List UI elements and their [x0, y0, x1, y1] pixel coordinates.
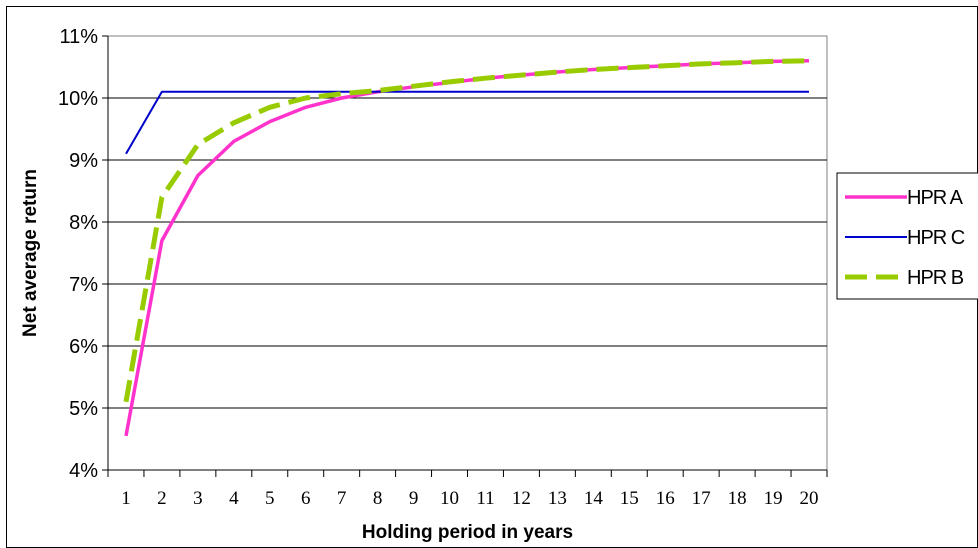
x-tick-label: 2	[157, 488, 167, 509]
x-tick-label: 3	[193, 488, 203, 509]
y-axis-title: Net average return	[20, 169, 41, 337]
x-tick-label: 20	[800, 488, 819, 509]
x-tick-label: 14	[584, 488, 604, 509]
series-lines	[123, 58, 810, 437]
series-line-hpr-c	[125, 90, 809, 155]
gridlines	[108, 97, 827, 409]
y-tick-label: 11%	[59, 26, 98, 48]
y-tick-label: 8%	[69, 212, 98, 234]
x-tick-label: 15	[620, 488, 639, 509]
x-tick-label: 7	[337, 488, 347, 509]
legend: HPR A HPR C HPR B	[836, 172, 978, 300]
legend-label: HPR A	[907, 187, 964, 209]
legend-label: HPR B	[907, 267, 964, 289]
x-axis: 1 2 3 4 5 6 7 8 9 10 11 12 13 14 15 16 17 18 19 20	[107, 469, 828, 509]
plot-area	[107, 35, 828, 471]
x-tick-label: 9	[409, 488, 419, 509]
x-tick-label: 11	[476, 488, 494, 509]
x-tick-label: 13	[548, 488, 567, 509]
x-tick-label: 12	[512, 488, 531, 509]
legend-label: HPR C	[907, 227, 965, 249]
x-tick-label: 1	[121, 488, 131, 509]
x-tick-label: 6	[301, 488, 311, 509]
x-tick-label: 8	[373, 488, 383, 509]
y-tick-label: 7%	[69, 274, 98, 296]
y-tick-label: 9%	[69, 150, 98, 172]
x-tick-label: 16	[656, 488, 675, 509]
y-axis: 4% 5% 6% 7% 8% 9% 10% 11%	[58, 26, 109, 482]
y-tick-label: 6%	[69, 336, 98, 358]
y-tick-label: 5%	[69, 398, 98, 420]
y-tick-label: 10%	[58, 88, 98, 110]
x-tick-label: 18	[728, 488, 747, 509]
x-tick-label: 5	[265, 488, 275, 509]
x-tick-label: 4	[229, 488, 239, 509]
y-tick-label: 4%	[69, 460, 98, 482]
x-tick-label: 10	[440, 488, 459, 509]
series-line-hpr-b	[123, 58, 810, 403]
x-tick-label: 17	[692, 488, 711, 509]
x-tick-label: 19	[764, 488, 783, 509]
x-axis-title: Holding period in years	[362, 522, 573, 543]
